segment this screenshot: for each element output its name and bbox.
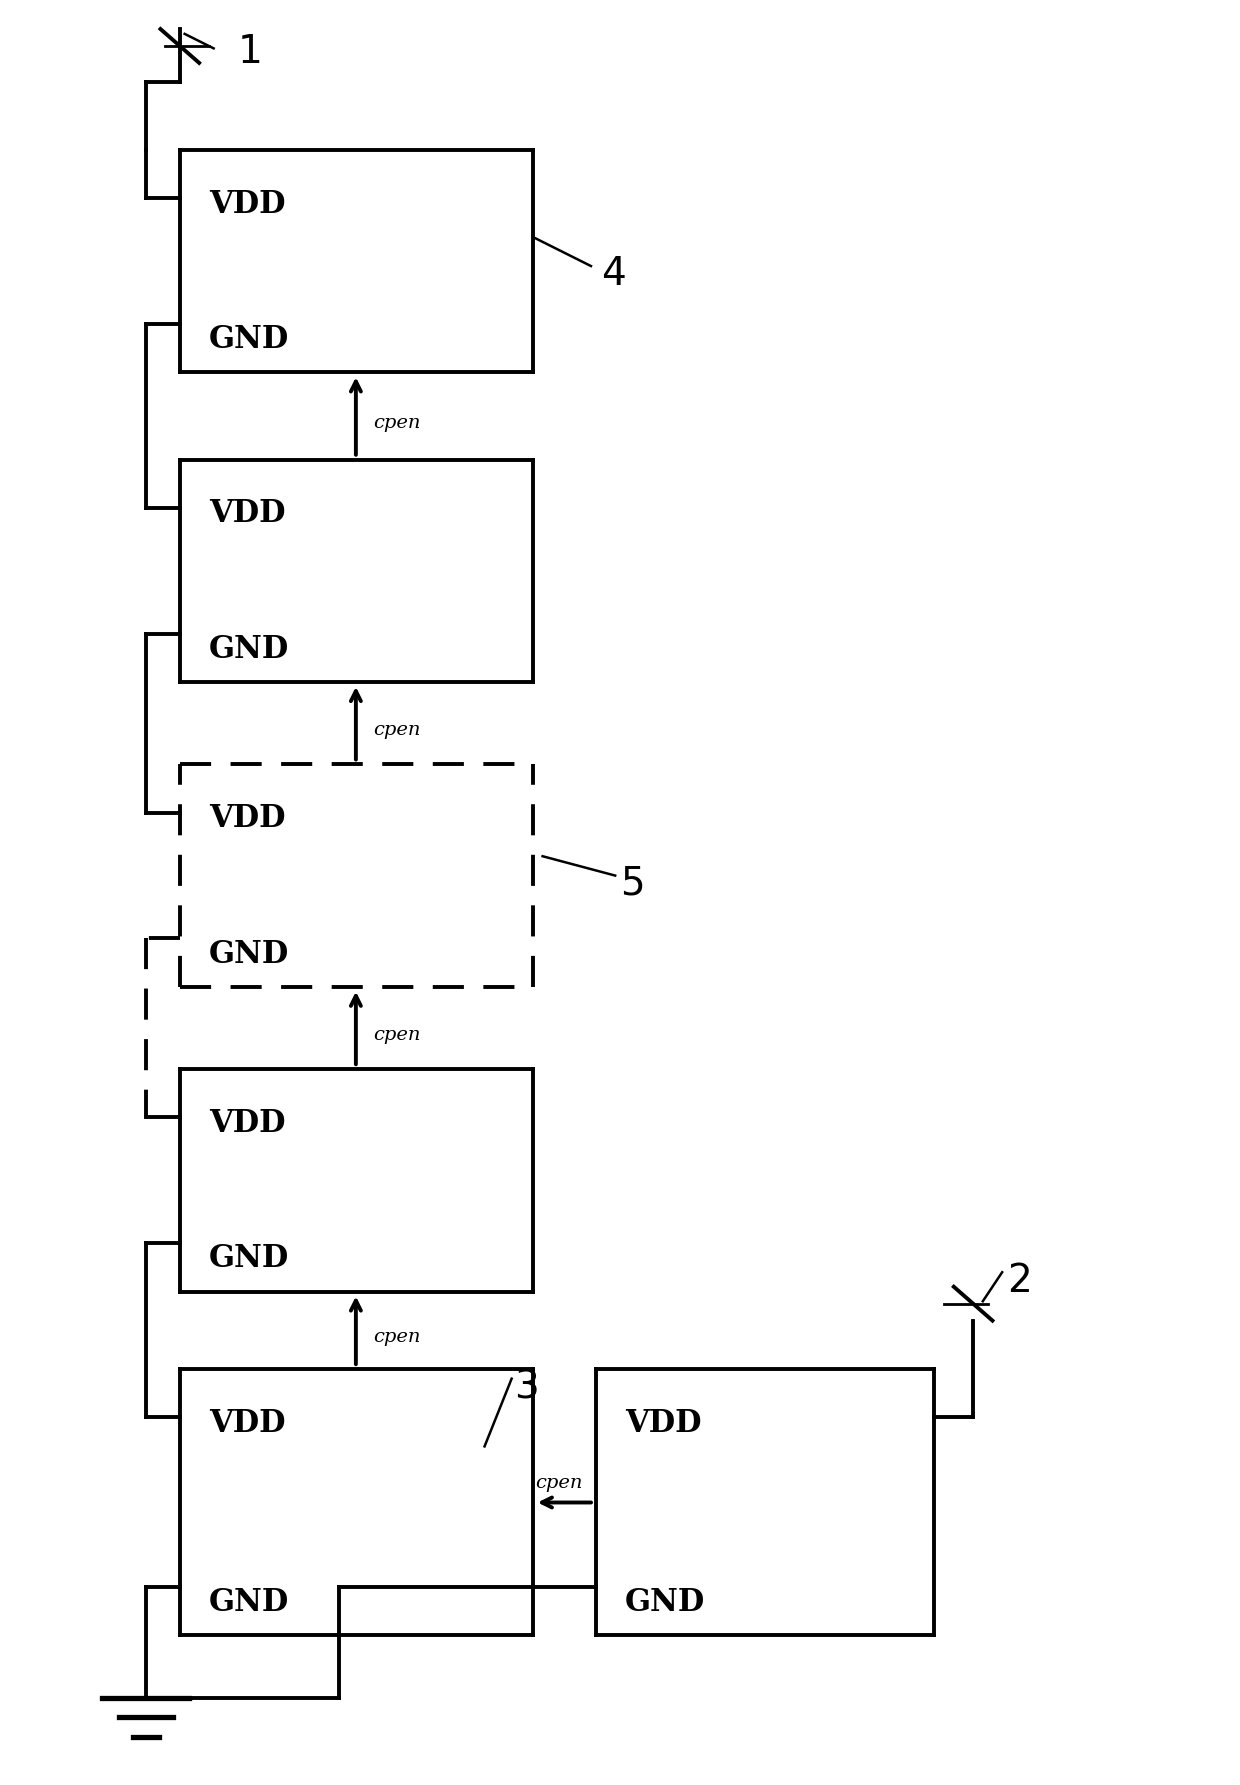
Text: 4: 4 [600, 255, 625, 293]
Text: VDD: VDD [208, 1408, 285, 1439]
Text: VDD: VDD [208, 1108, 285, 1139]
Text: VDD: VDD [208, 803, 285, 834]
Text: 5: 5 [620, 866, 645, 903]
Text: cpen: cpen [373, 1328, 420, 1346]
Text: cpen: cpen [373, 414, 420, 432]
Text: GND: GND [208, 1587, 289, 1617]
Text: GND: GND [208, 1244, 289, 1274]
Text: 1: 1 [238, 32, 263, 71]
Text: cpen: cpen [534, 1474, 583, 1492]
Text: GND: GND [625, 1587, 706, 1617]
Text: VDD: VDD [625, 1408, 702, 1439]
Text: 2: 2 [1007, 1262, 1032, 1299]
Text: cpen: cpen [373, 721, 420, 739]
Text: 3: 3 [513, 1367, 538, 1407]
Text: VDD: VDD [208, 498, 285, 530]
Text: cpen: cpen [373, 1026, 420, 1044]
Text: GND: GND [208, 939, 289, 969]
Text: GND: GND [208, 634, 289, 664]
Text: VDD: VDD [208, 189, 285, 220]
Text: GND: GND [208, 325, 289, 355]
